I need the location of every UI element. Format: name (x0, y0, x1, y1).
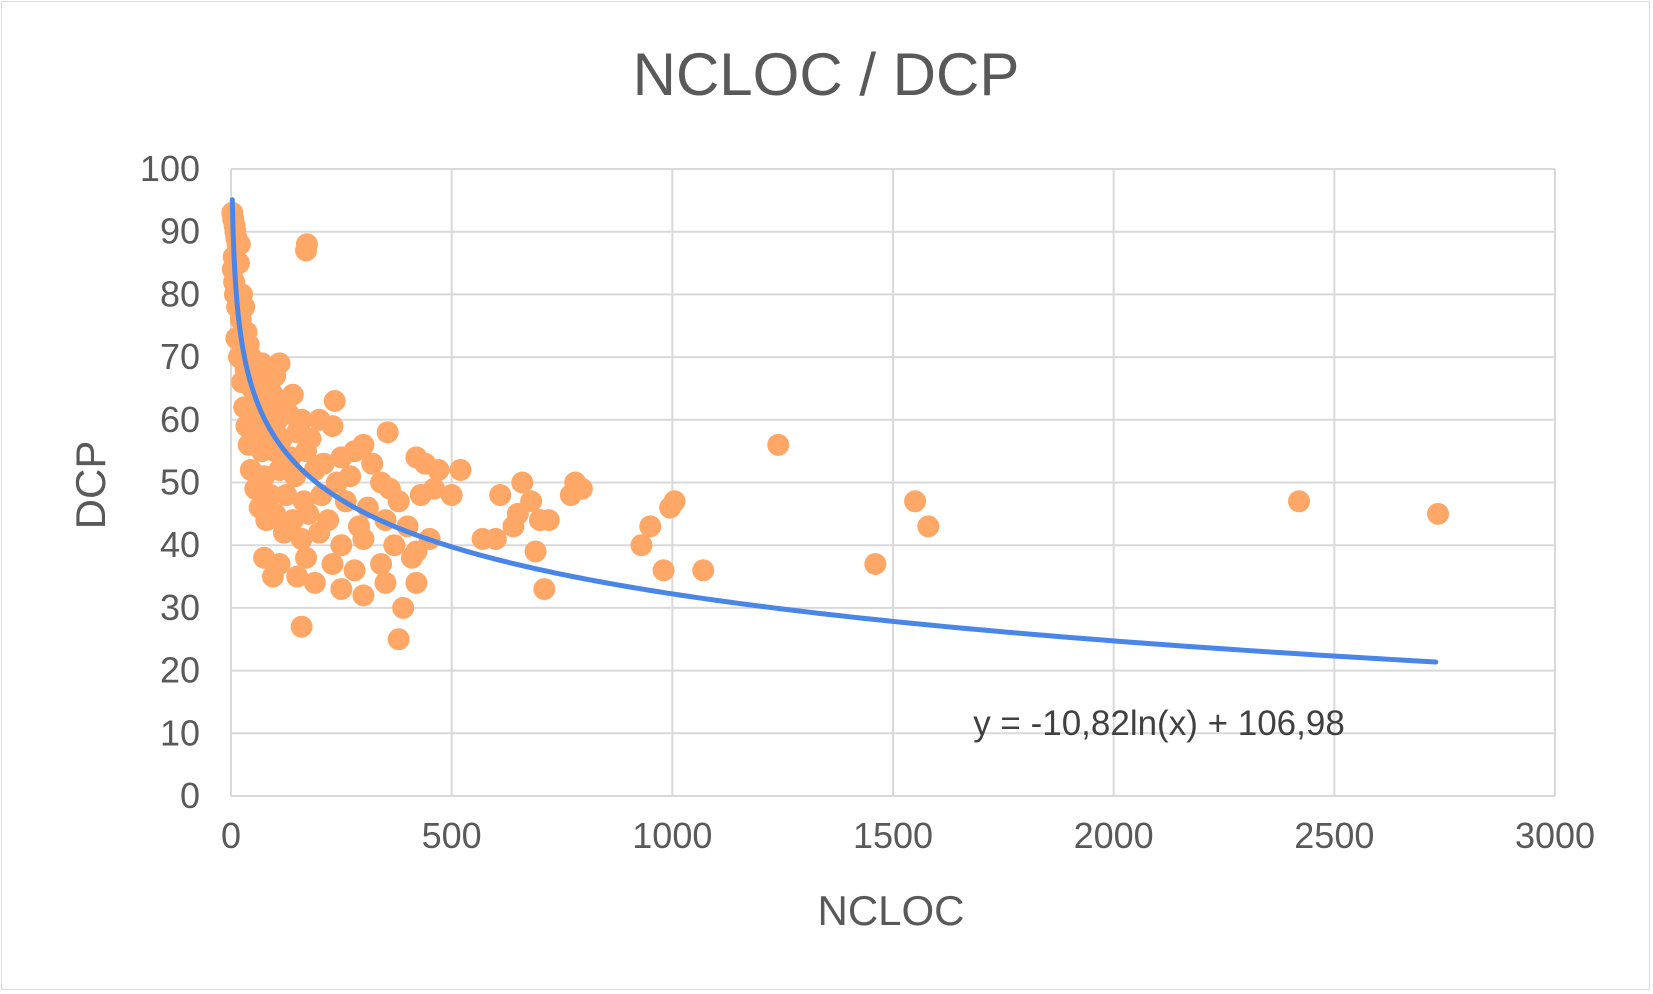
data-point (290, 527, 313, 550)
data-point (339, 465, 362, 488)
data-point (864, 553, 887, 576)
data-point (352, 584, 375, 607)
y-tick-label: 60 (160, 399, 200, 440)
data-point (383, 534, 406, 557)
x-tick-label: 500 (422, 815, 482, 856)
data-point (484, 527, 507, 550)
data-point (767, 433, 790, 456)
x-tick-label: 1500 (853, 815, 933, 856)
y-tick-label: 100 (140, 148, 200, 189)
data-point (387, 628, 410, 651)
y-tick-label: 0 (180, 775, 200, 816)
data-point (423, 477, 446, 500)
data-point (303, 571, 326, 594)
data-point (321, 553, 344, 576)
x-tick-label: 3000 (1515, 815, 1595, 856)
data-point (275, 484, 298, 507)
trendline (229, 197, 1439, 665)
x-tick-label: 1000 (632, 815, 712, 856)
x-tick-label: 0 (221, 815, 241, 856)
data-point (520, 490, 543, 513)
data-point (290, 615, 313, 638)
trendline-group (229, 197, 1439, 665)
data-point (268, 352, 291, 375)
data-point (330, 534, 353, 557)
data-point (295, 233, 318, 256)
data-point (511, 471, 534, 494)
data-point (692, 559, 715, 582)
data-point (286, 565, 309, 588)
x-tick-label: 2500 (1294, 815, 1374, 856)
data-point (1427, 502, 1450, 525)
data-points (221, 201, 1450, 651)
data-point (489, 484, 512, 507)
data-point (663, 490, 686, 513)
chart-title: NCLOC / DCP (633, 41, 1020, 108)
data-point (374, 571, 397, 594)
data-point (295, 440, 318, 463)
data-point (1288, 490, 1311, 513)
y-tick-label: 10 (160, 712, 200, 753)
data-point (272, 521, 295, 544)
data-point (343, 559, 366, 582)
data-point (427, 458, 450, 481)
data-point (323, 389, 346, 412)
data-point (255, 509, 278, 532)
trendline-equation: y = -10,82ln(x) + 106,98 (973, 704, 1345, 743)
data-point (392, 596, 415, 619)
y-tick-label: 40 (160, 524, 200, 565)
data-point (352, 433, 375, 456)
y-tick-label: 70 (160, 336, 200, 377)
data-point (630, 534, 653, 557)
data-point (524, 540, 547, 563)
y-tick-label: 20 (160, 650, 200, 691)
data-point (400, 546, 423, 569)
data-point (376, 421, 399, 444)
data-point (639, 515, 662, 538)
data-point (537, 509, 560, 532)
data-point (370, 553, 393, 576)
data-point (227, 252, 250, 275)
data-point (387, 490, 410, 513)
data-point (295, 546, 318, 569)
data-point (533, 578, 556, 601)
data-point (308, 521, 331, 544)
data-point (904, 490, 927, 513)
y-axis-title: DCP (67, 441, 114, 530)
data-point (405, 571, 428, 594)
y-tick-label: 30 (160, 587, 200, 628)
data-point (352, 527, 375, 550)
y-tick-label: 80 (160, 273, 200, 314)
data-point (361, 452, 384, 475)
data-point (330, 578, 353, 601)
data-point (297, 502, 320, 525)
x-axis-title: NCLOC (817, 887, 964, 934)
data-point (570, 477, 593, 500)
data-point (281, 383, 304, 406)
data-point (321, 415, 344, 438)
y-tick-label: 90 (160, 211, 200, 252)
data-point (449, 458, 472, 481)
data-point (440, 484, 463, 507)
y-tick-label: 50 (160, 462, 200, 503)
data-point (652, 559, 675, 582)
x-tick-label: 2000 (1074, 815, 1154, 856)
data-point (261, 565, 284, 588)
data-point (917, 515, 940, 538)
